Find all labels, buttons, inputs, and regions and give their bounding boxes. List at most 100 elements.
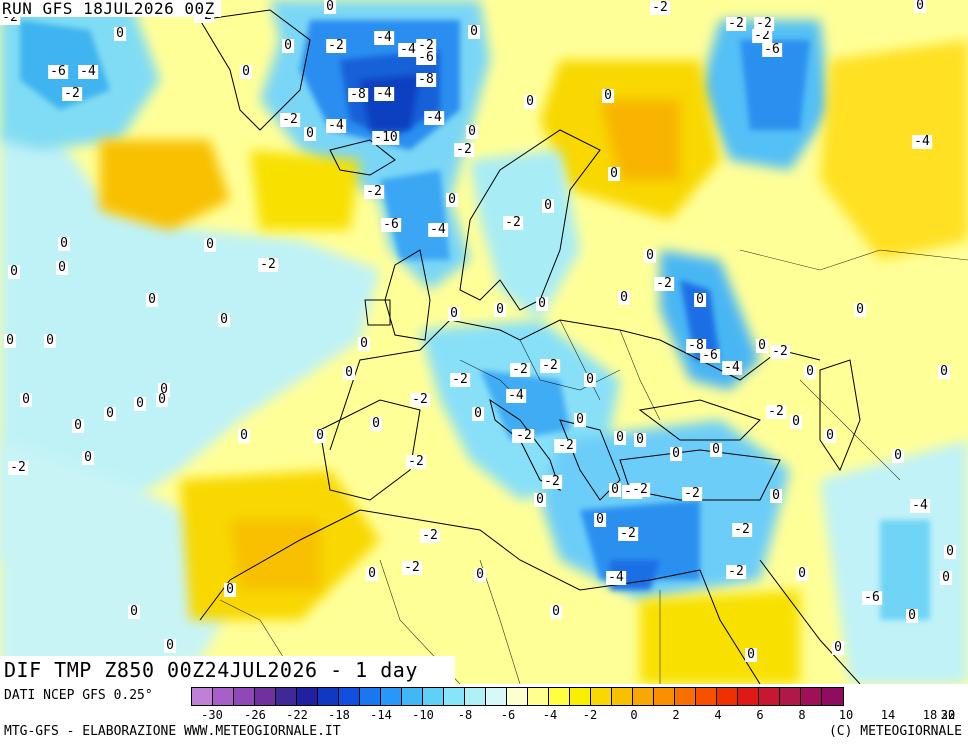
color-scale-label: 18 [922,708,938,722]
isotherm-value-label: 0 [938,364,950,379]
isotherm-value-label: -4 [78,64,98,79]
isotherm-value-label: 0 [146,292,158,307]
isotherm-value-label: 0 [602,88,614,103]
isotherm-value-label: 0 [446,192,458,207]
isotherm-value-label: 0 [358,336,370,351]
color-scale-cell [591,688,612,705]
isotherm-value-label: 0 [854,302,866,317]
isotherm-value-label: 0 [524,94,536,109]
color-scale-label: 4 [714,708,722,722]
color-scale-labels: -30 -26 -22 -18 -14 -10 -8 -6 -4 -2 0 2 4 6 8 10 14 18 22 3… [0,708,968,722]
color-scale-cell [801,688,822,705]
isotherm-value-label: -2 [726,564,746,579]
isotherm-value-label: -4 [606,570,626,585]
color-scale-cell [192,688,213,705]
isotherm-value-label: -2 [754,16,774,31]
isotherm-value-label: 0 [474,567,486,582]
isotherm-value-label: -2 [406,454,426,469]
isotherm-value-label: 0 [594,512,606,527]
isotherm-value-label: -2 [326,38,346,53]
isotherm-value-label: 0 [618,290,630,305]
run-title: RUN GFS 18JUL2026 00Z [0,0,221,17]
isotherm-value-label: 0 [494,302,506,317]
isotherm-value-label: -4 [326,118,346,133]
isotherm-value-label: 0 [104,406,116,421]
isotherm-value-label: -6 [862,590,882,605]
isotherm-value-label: -2 [503,215,523,230]
isotherm-value-label: -2 [556,438,576,453]
color-scale-cell [318,688,339,705]
isotherm-value-label: 0 [164,638,176,653]
isotherm-value-label: 0 [940,570,952,585]
color-scale-label: 10 [838,708,854,722]
isotherm-value-label: 0 [745,647,757,662]
isotherm-value-label: 0 [324,0,336,14]
isotherm-value-label: 0 [224,582,236,597]
color-scale-label: -14 [370,708,392,722]
color-scale-cell [822,688,843,705]
isotherm-value-label: -4 [398,42,418,57]
color-scale-cell [381,688,402,705]
legend-panel: DATI NCEP GFS 0.25° -30 -26 -22 -18 -14 -10 -8… [0,684,968,745]
isotherm-value-label: -8 [416,72,436,87]
isotherm-value-label: -2 [752,28,772,43]
color-scale-cell [612,688,633,705]
isotherm-value-label: 0 [472,406,484,421]
isotherm-value-label: -2 [410,392,430,407]
isotherm-value-label: -2 [542,474,562,489]
isotherm-value-label: 0 [4,333,16,348]
isotherm-value-label: 0 [892,448,904,463]
isotherm-value-label: -2 [402,560,422,575]
isotherm-value-label: 0 [534,492,546,507]
isotherm-value-label: -2 [514,428,534,443]
isotherm-value-label: 0 [134,396,146,411]
isotherm-value-label: 0 [644,248,656,263]
color-scale-label: 0 [630,708,638,722]
color-scale-label: -8 [457,708,473,722]
isotherm-value-label: 0 [468,24,480,39]
isotherm-value-label: 0 [832,640,844,655]
isotherm-value-label: 0 [114,26,126,41]
isotherm-value-label: 0 [944,544,956,559]
color-scale-cell [696,688,717,705]
color-scale-cell [528,688,549,705]
isotherm-value-label: -6 [381,217,401,232]
color-scale-cell [402,688,423,705]
isotherm-value-label: 0 [614,430,626,445]
isotherm-value-label: -2 [682,486,702,501]
isotherm-value-label: 0 [343,365,355,380]
isotherm-value-label: 0 [710,442,722,457]
isotherm-value-label: 0 [204,237,216,252]
color-scale-label: -22 [286,708,308,722]
color-scale-cell [444,688,465,705]
color-scale-label: -10 [412,708,434,722]
isotherm-value-label: 0 [44,333,56,348]
isotherm-value-label: 0 [238,428,250,443]
color-scale-cell [234,688,255,705]
color-scale-cell [780,688,801,705]
isotherm-value-label: 0 [314,428,326,443]
isotherm-value-label: -6 [700,348,720,363]
color-scale-label: 8 [798,708,806,722]
color-scale-cell [633,688,654,705]
isotherm-value-label: -4 [428,222,448,237]
isotherm-value-label: 0 [790,414,802,429]
color-scale-cell [465,688,486,705]
isotherm-value-label: -6 [48,64,68,79]
isotherm-value-label: -2 [62,86,82,101]
isotherm-value-label: -2 [732,522,752,537]
color-scale-cell [423,688,444,705]
color-scale-label: -4 [542,708,558,722]
isotherm-value-label: -2 [726,16,746,31]
isotherm-value-label: 0 [574,412,586,427]
color-scale-cell [759,688,780,705]
color-scale-cell [738,688,759,705]
isotherm-value-label: 0 [914,0,926,13]
temperature-difference-map [0,0,968,684]
color-scale-cell [255,688,276,705]
color-scale-cell [675,688,696,705]
color-scale-cell [717,688,738,705]
isotherm-value-label: 0 [8,264,20,279]
isotherm-value-label: -6 [762,42,782,57]
isotherm-value-label: -2 [510,362,530,377]
